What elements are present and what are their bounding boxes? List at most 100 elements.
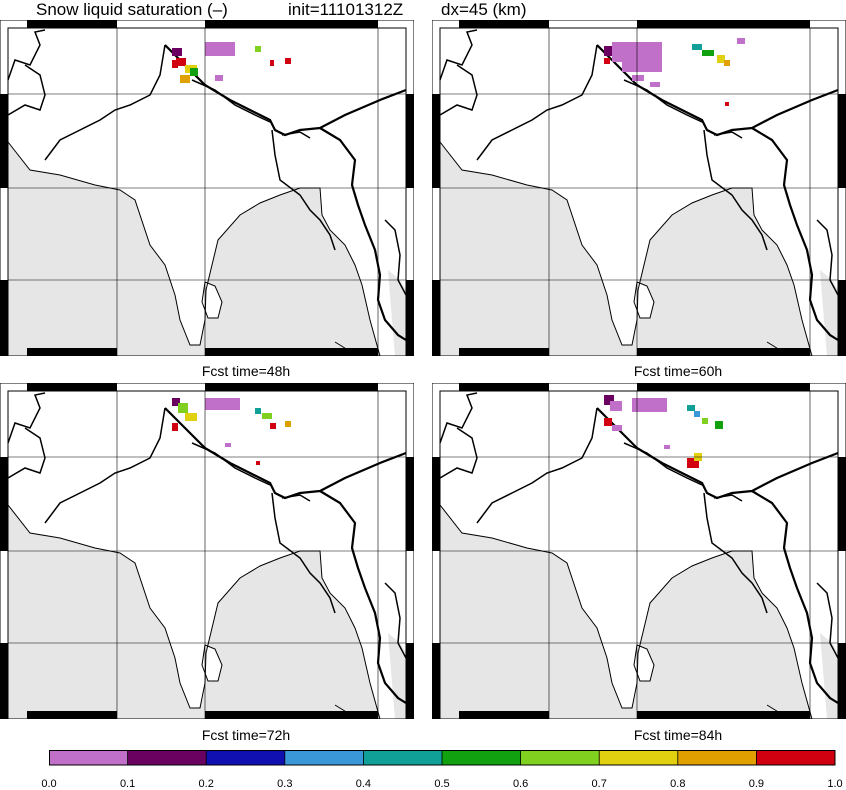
colorbar-tick-label: 0.7 — [591, 778, 607, 790]
country-border — [271, 129, 336, 251]
snow-saturation-cell — [632, 398, 667, 412]
coastline — [439, 504, 813, 719]
snow-saturation-cell — [270, 423, 276, 429]
snow-saturation-cell — [172, 60, 178, 68]
country-border — [384, 582, 407, 659]
colorbar-tick-label: 0.6 — [512, 778, 529, 790]
snow-saturation-cell — [687, 458, 699, 468]
sri-lanka — [201, 644, 223, 682]
border-segment — [205, 711, 378, 719]
colorbar-tick-label: 0.8 — [670, 778, 686, 790]
snow-saturation-cell — [225, 443, 231, 447]
snow-saturation-cell — [604, 46, 614, 56]
border-segment — [27, 20, 117, 28]
country-border — [44, 44, 166, 161]
snow-saturation-cell — [178, 403, 188, 413]
colorbar — [49, 750, 836, 771]
border-segment — [459, 348, 549, 356]
ocean-area — [388, 270, 406, 356]
forecast-time-label: Fcst time=48h — [201, 363, 291, 379]
snow-saturation-cell — [604, 58, 610, 64]
border-segment — [459, 383, 549, 391]
snow-saturation-cell — [172, 48, 182, 56]
ocean-area — [820, 633, 838, 719]
snow-saturation-cell — [664, 445, 670, 449]
map-panel-48h — [0, 20, 414, 356]
snow-saturation-cell — [215, 75, 223, 81]
snow-saturation-cell — [610, 401, 622, 411]
country-border — [751, 490, 839, 704]
snow-saturation-cell — [604, 395, 614, 405]
colorbar-segment — [49, 750, 128, 765]
border-segment — [637, 711, 810, 719]
border-segment — [0, 280, 8, 356]
country-border — [7, 64, 46, 116]
colorbar-segment — [677, 750, 757, 765]
border-segment — [27, 383, 117, 391]
snow-saturation-cell — [172, 398, 180, 406]
snow-saturation-cell — [205, 398, 240, 410]
country-border — [816, 582, 839, 659]
border-segment — [406, 280, 414, 356]
sri-lanka — [633, 281, 655, 319]
snow-saturation-cell — [262, 413, 272, 419]
colorbar-segment — [206, 750, 285, 765]
border-segment — [432, 94, 440, 188]
colorbar-tick-label: 0.9 — [748, 778, 765, 790]
ocean-area — [388, 633, 406, 719]
snow-saturation-cell — [687, 405, 695, 411]
border-segment — [432, 280, 440, 356]
border-segment — [406, 643, 414, 719]
init-time: init=11101312Z — [288, 0, 404, 19]
snow-saturation-cell — [737, 38, 745, 44]
border-segment — [0, 457, 8, 551]
colorbar-tick-label: 0.4 — [355, 778, 372, 790]
snow-saturation-cell — [172, 423, 178, 431]
colorbar-segment — [127, 750, 207, 765]
map-panel-60h — [432, 20, 846, 356]
colorbar-tick-label: 0.0 — [41, 778, 57, 790]
border-segment — [0, 643, 8, 719]
ocean-area — [8, 505, 380, 719]
country-border — [319, 490, 407, 704]
forecast-time-label: Fcst time=84h — [633, 727, 723, 743]
ocean-area — [440, 142, 812, 356]
snow-saturation-cell — [694, 411, 700, 417]
border-segment — [0, 94, 8, 188]
border-segment — [205, 383, 378, 391]
country-border — [476, 407, 598, 524]
country-border — [476, 44, 598, 161]
border-segment — [406, 457, 414, 551]
field-title: Snow liquid saturation (–) — [36, 0, 228, 19]
border-segment — [432, 457, 440, 551]
country-border — [703, 492, 768, 614]
border-segment — [637, 383, 810, 391]
border-segment — [838, 457, 846, 551]
grid-spacing: dx=45 (km) — [441, 0, 527, 19]
border-segment — [459, 711, 549, 719]
border-segment — [637, 20, 810, 28]
border-segment — [205, 20, 378, 28]
country-border — [439, 64, 478, 116]
snow-saturation-cell — [702, 50, 714, 56]
snow-saturation-cell — [724, 60, 730, 66]
snow-saturation-cell — [612, 425, 622, 431]
snow-saturation-cell — [255, 46, 261, 52]
sri-lanka — [633, 644, 655, 682]
snow-saturation-cell — [715, 421, 723, 429]
country-border — [439, 427, 478, 479]
country-border — [816, 219, 839, 296]
colorbar-segment — [442, 750, 521, 765]
snow-saturation-cell — [205, 42, 235, 56]
map-panel-72h — [0, 383, 414, 719]
border-segment — [637, 348, 810, 356]
map-panel-84h — [432, 383, 846, 719]
country-border — [319, 127, 407, 341]
colorbar-tick-label: 1.0 — [827, 778, 843, 790]
coastline — [7, 504, 381, 719]
colorbar-segment — [599, 750, 678, 765]
border-segment — [459, 20, 549, 28]
colorbar-tick-label: 0.3 — [277, 778, 293, 790]
country-border — [384, 219, 407, 296]
snow-saturation-cell — [285, 421, 291, 427]
